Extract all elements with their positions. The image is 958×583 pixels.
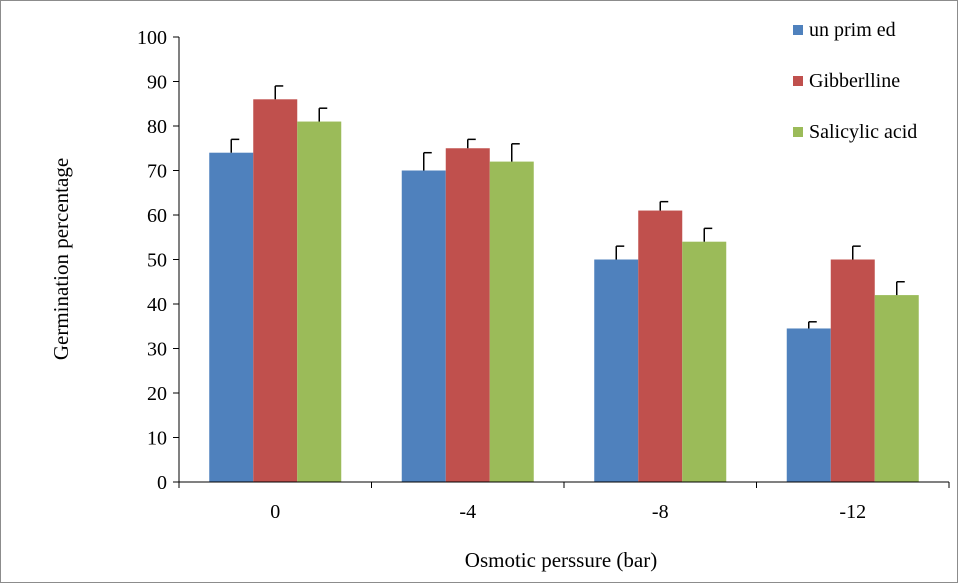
y-axis: 0 10 20 30 40 50 60 70 80 90 100: [137, 27, 180, 494]
bar: [682, 241, 727, 482]
y-tick-label: 0: [157, 472, 167, 494]
legend-label: un prim ed: [809, 19, 896, 41]
y-tick-label: 100: [137, 27, 167, 49]
bar: [830, 259, 875, 482]
x-tick-label: -8: [652, 501, 669, 523]
y-tick-label: 50: [147, 250, 167, 272]
legend-label: Gibberlline: [809, 70, 900, 92]
y-tick-label: 30: [147, 339, 167, 361]
y-tick-label: 90: [147, 72, 167, 94]
y-tick-label: 80: [147, 116, 167, 138]
legend-swatch: [793, 127, 803, 137]
y-tick-label: 10: [147, 428, 167, 450]
y-tick-label: 60: [147, 205, 167, 227]
bar: [874, 295, 919, 482]
plot-area: [209, 85, 919, 483]
x-tick-label: 0: [270, 501, 280, 523]
x-axis: 0 -4 -8 -12: [178, 481, 950, 523]
bar: [253, 99, 298, 483]
bar: [638, 210, 683, 483]
bar: [297, 121, 342, 483]
legend-swatch: [793, 25, 803, 35]
bar: [786, 328, 831, 482]
y-tick-label: 70: [147, 161, 167, 183]
bar: [594, 259, 639, 482]
bar: [401, 170, 446, 482]
legend: un prim ed Gibberlline Salicylic acid: [793, 19, 917, 143]
bar: [489, 161, 534, 482]
y-axis-title: Germination percentage: [49, 158, 73, 360]
bar: [445, 148, 490, 482]
legend-label: Salicylic acid: [809, 121, 917, 143]
y-tick-label: 40: [147, 294, 167, 316]
bar: [209, 152, 254, 482]
x-axis-title: Osmotic perssure (bar): [465, 548, 657, 572]
legend-swatch: [793, 76, 803, 86]
y-tick-label: 20: [147, 383, 167, 405]
x-tick-label: -12: [839, 501, 866, 523]
x-tick-label: -4: [459, 501, 476, 523]
